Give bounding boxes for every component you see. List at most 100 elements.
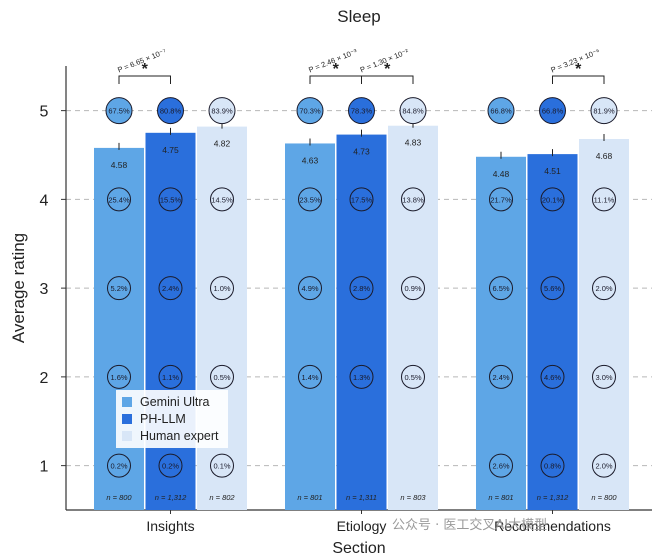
n-label: n = 1,312 bbox=[155, 493, 187, 502]
distribution-circle bbox=[107, 187, 131, 212]
y-tick-label: 2 bbox=[40, 370, 49, 387]
distribution-label: 21.7% bbox=[490, 195, 512, 204]
n-label: n = 1,311 bbox=[346, 493, 377, 502]
distribution-circle bbox=[158, 276, 183, 301]
data-label: 4.51 bbox=[544, 166, 561, 176]
n-label: n = 802 bbox=[209, 493, 235, 502]
distribution-label: 3.0% bbox=[595, 373, 612, 382]
legend-box bbox=[116, 390, 228, 448]
significance-star: * bbox=[333, 61, 340, 78]
legend-swatch bbox=[122, 397, 132, 407]
distribution-circle bbox=[107, 453, 131, 478]
distribution-label: 4.6% bbox=[544, 373, 561, 382]
data-label: 4.73 bbox=[353, 147, 370, 157]
x-tick-label: Insights bbox=[146, 518, 194, 534]
distribution-label: 17.5% bbox=[351, 195, 373, 204]
distribution-label: 84.8% bbox=[402, 107, 424, 116]
distribution-circle bbox=[349, 187, 374, 212]
distribution-circle bbox=[540, 276, 565, 301]
distribution-circle bbox=[540, 364, 565, 389]
distribution-circle bbox=[592, 453, 616, 478]
distribution-label: 0.2% bbox=[110, 462, 127, 471]
distribution-label: 0.5% bbox=[404, 373, 421, 382]
x-tick-label: Etiology bbox=[337, 518, 387, 534]
data-label: 4.83 bbox=[405, 138, 422, 148]
distribution-circle bbox=[210, 364, 234, 389]
distribution-label: 4.9% bbox=[301, 284, 318, 293]
distribution-circle bbox=[349, 276, 374, 301]
distribution-circle bbox=[592, 276, 616, 301]
distribution-label: 0.8% bbox=[544, 462, 561, 471]
x-axis-label: Section bbox=[332, 540, 385, 555]
distribution-circle bbox=[489, 453, 513, 478]
distribution-circle bbox=[401, 364, 425, 389]
distribution-circle bbox=[157, 97, 184, 125]
bar bbox=[527, 154, 578, 511]
distribution-circle bbox=[592, 364, 616, 389]
distribution-label: 70.3% bbox=[299, 107, 321, 116]
distribution-circle bbox=[208, 97, 236, 125]
significance-bracket bbox=[118, 75, 171, 84]
distribution-circle bbox=[296, 97, 324, 125]
data-label: 4.75 bbox=[162, 145, 179, 155]
y-tick-label: 1 bbox=[40, 459, 49, 476]
n-label: n = 1,312 bbox=[537, 493, 569, 502]
distribution-circle bbox=[592, 187, 616, 212]
distribution-label: 5.2% bbox=[110, 284, 127, 293]
bar bbox=[388, 125, 438, 511]
legend-label: PH-LLM bbox=[140, 412, 186, 426]
distribution-circle bbox=[401, 187, 425, 212]
distribution-circle bbox=[107, 364, 131, 389]
bar bbox=[145, 132, 196, 510]
distribution-label: 23.5% bbox=[299, 195, 321, 204]
distribution-label: 67.5% bbox=[108, 107, 130, 116]
distribution-circle bbox=[399, 97, 427, 125]
distribution-circle bbox=[298, 364, 322, 389]
significance-star: * bbox=[384, 61, 391, 78]
n-label: n = 801 bbox=[488, 493, 513, 502]
distribution-label: 25.4% bbox=[108, 195, 130, 204]
n-label: n = 800 bbox=[591, 493, 617, 502]
distribution-circle bbox=[210, 187, 234, 212]
distribution-label: 13.8% bbox=[402, 195, 424, 204]
data-label: 4.58 bbox=[111, 160, 128, 170]
bar bbox=[285, 143, 335, 510]
distribution-label: 0.5% bbox=[213, 373, 230, 382]
distribution-circle bbox=[107, 276, 131, 301]
data-label: 4.48 bbox=[493, 169, 510, 179]
significance-bracket bbox=[552, 75, 605, 84]
distribution-circle bbox=[298, 187, 322, 212]
distribution-label: 1.1% bbox=[162, 373, 179, 382]
y-tick-label: 3 bbox=[40, 281, 49, 298]
legend-label: Gemini Ultra bbox=[140, 395, 210, 409]
distribution-label: 1.6% bbox=[110, 373, 127, 382]
distribution-label: 66.8% bbox=[542, 107, 564, 116]
bar bbox=[476, 156, 526, 510]
bar bbox=[197, 126, 247, 510]
distribution-circle bbox=[540, 453, 565, 478]
distribution-circle bbox=[540, 187, 565, 212]
n-label: n = 803 bbox=[400, 493, 426, 502]
distribution-label: 14.5% bbox=[211, 195, 233, 204]
distribution-label: 6.5% bbox=[492, 284, 509, 293]
legend-label: Human expert bbox=[140, 429, 219, 443]
distribution-circle bbox=[487, 97, 515, 125]
distribution-circle bbox=[401, 276, 425, 301]
legend-swatch bbox=[122, 431, 132, 441]
distribution-label: 0.1% bbox=[213, 462, 230, 471]
n-label: n = 800 bbox=[106, 493, 132, 502]
distribution-circle bbox=[348, 97, 375, 125]
distribution-circle bbox=[590, 97, 618, 125]
distribution-circle bbox=[489, 276, 513, 301]
n-label: n = 801 bbox=[297, 493, 322, 502]
distribution-label: 2.4% bbox=[162, 284, 179, 293]
distribution-circle bbox=[489, 364, 513, 389]
distribution-label: 15.5% bbox=[160, 195, 182, 204]
distribution-label: 2.8% bbox=[353, 284, 370, 293]
distribution-label: 1.0% bbox=[213, 284, 230, 293]
distribution-circle bbox=[489, 187, 513, 212]
bar bbox=[579, 139, 629, 510]
x-tick-label: Recommendations bbox=[494, 518, 611, 534]
